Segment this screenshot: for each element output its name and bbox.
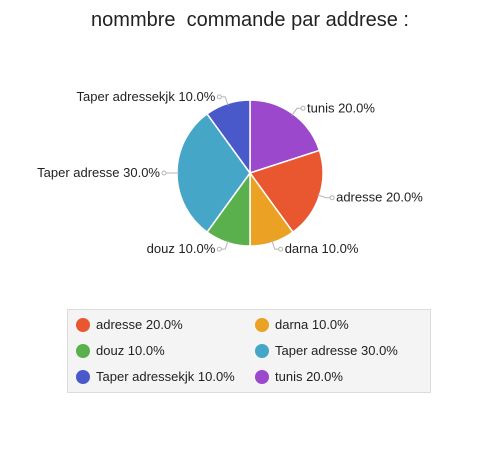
callout-dot-adresse: [329, 195, 335, 201]
legend-label: Taper adressekjk 10.0%: [96, 369, 235, 384]
legend-item-adresse[interactable]: adresse 20.0%: [76, 317, 183, 332]
chart-legend: adresse 20.0% darna 10.0% douz 10.0% Taper …: [67, 309, 431, 393]
slice-label-douz: douz 10.0%: [147, 241, 216, 256]
slice-label-tunis: tunis 20.0%: [307, 100, 375, 115]
callout-dot-taper-adresse: [161, 170, 167, 176]
slice-label-taper-adressekjk: Taper adressekjk 10.0%: [77, 89, 216, 104]
callout-dot-tunis: [300, 105, 306, 111]
legend-item-douz[interactable]: douz 10.0%: [76, 343, 165, 358]
legend-swatch-icon: [255, 317, 269, 332]
legend-label: adresse 20.0%: [96, 317, 183, 332]
legend-label: douz 10.0%: [96, 343, 165, 358]
legend-swatch-icon: [255, 369, 269, 384]
legend-item-taper-adressekjk[interactable]: Taper adressekjk 10.0%: [76, 369, 235, 384]
callout-dot-douz: [216, 246, 222, 252]
legend-swatch-icon: [76, 317, 90, 332]
slice-label-adresse: adresse 20.0%: [336, 190, 423, 205]
legend-label: Taper adresse 30.0%: [275, 343, 398, 358]
slice-label-taper-adresse: Taper adresse 30.0%: [37, 165, 160, 180]
legend-swatch-icon: [76, 369, 90, 384]
legend-swatch-icon: [255, 343, 269, 358]
callout-dot-darna: [278, 246, 284, 252]
legend-item-taper-adresse[interactable]: Taper adresse 30.0%: [255, 343, 398, 358]
legend-item-darna[interactable]: darna 10.0%: [255, 317, 349, 332]
chart-title: nommbre commande par addrese :: [91, 9, 409, 31]
legend-label: tunis 20.0%: [275, 369, 343, 384]
slice-label-darna: darna 10.0%: [285, 241, 359, 256]
callout-dot-taper-adressekjk: [216, 94, 222, 100]
pie-chart: tunis 20.0% adresse 20.0% darna 10.0% douz …: [37, 89, 423, 256]
legend-item-tunis[interactable]: tunis 20.0%: [255, 369, 343, 384]
legend-swatch-icon: [76, 343, 90, 358]
legend-label: darna 10.0%: [275, 317, 349, 332]
